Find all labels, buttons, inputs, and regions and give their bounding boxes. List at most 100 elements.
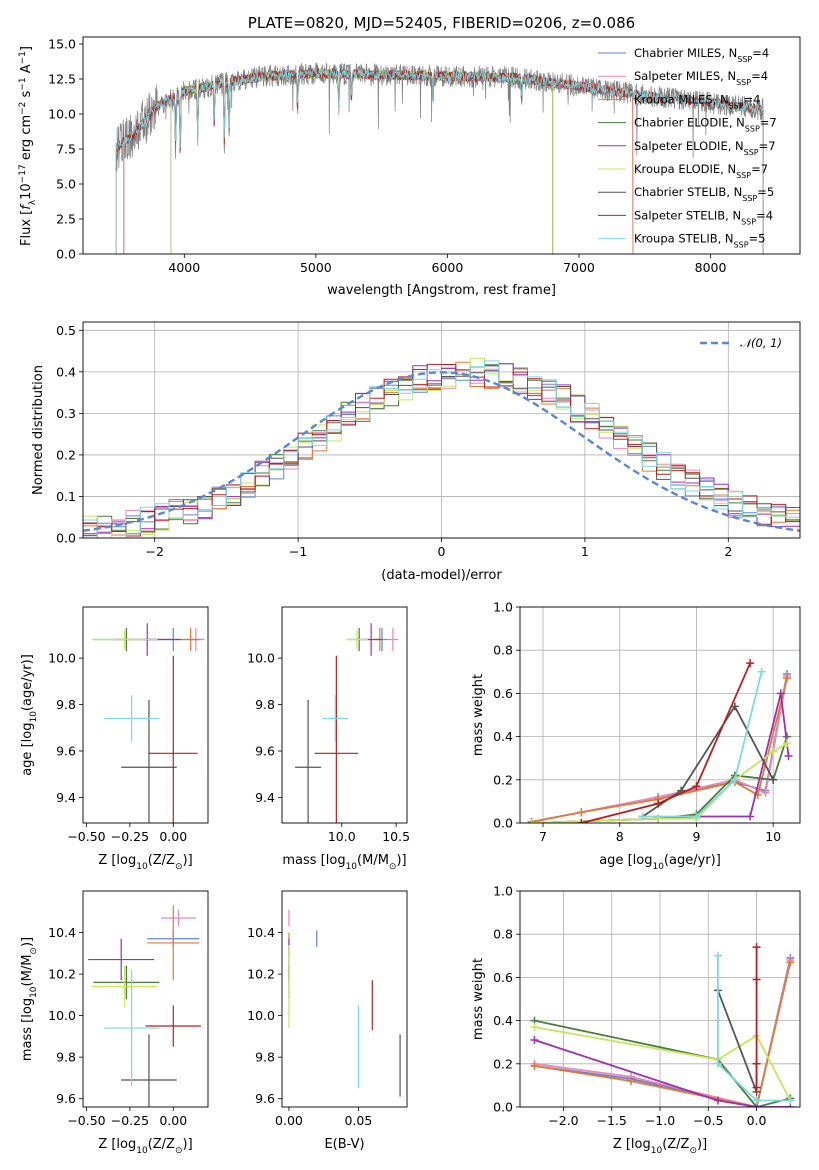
y-tick-label: 2.5: [56, 212, 76, 227]
histogram-salpeter_stelib: [83, 363, 800, 538]
weight-marker-kroupa_stelib: [713, 951, 722, 960]
x-tick-label: 6000: [432, 260, 464, 275]
y-tick-label: 0.8: [493, 927, 513, 942]
weight-marker-kroupa_stelib: [757, 667, 766, 676]
axes-frame: [519, 890, 801, 1108]
y-tick-label: 0.0: [56, 247, 76, 262]
weight-marker-salpeter_stelib: [692, 782, 701, 791]
y-tick-label: 10.4: [48, 925, 76, 940]
weight-marker-salpeter_stelib: [746, 659, 755, 668]
label-part: ⊙: [175, 1146, 183, 1156]
weight-marker-kroupa_elodie: [527, 819, 536, 823]
label-part: ⊙: [689, 1146, 697, 1156]
label-part: ⊙: [389, 862, 397, 872]
y-tick-label: 1.0: [493, 600, 513, 615]
mass_vs_ebv-axes: 0.00 0.05 9.6 9.8 10.0 10.2 10.4 E(B-V): [247, 890, 408, 1152]
x-axis-label: Z [log10(Z/Z⊙)]: [98, 853, 192, 872]
weight-marker-salpeter_elodie: [746, 812, 755, 821]
x-tick-label: 8000: [695, 260, 727, 275]
x-tick-label: 8: [616, 829, 624, 844]
weight-marker-chabrier_stelib: [769, 775, 778, 784]
x-tick-label: 0.00: [159, 829, 187, 844]
label-part: 10: [651, 1146, 663, 1156]
x-tick-label: 0: [438, 544, 446, 559]
label-part: Z [log: [613, 1137, 651, 1152]
y-tick-label: 1.0: [493, 884, 513, 899]
y-tick-label: 0.5: [56, 323, 76, 338]
weight-line-kroupa_elodie: [531, 742, 788, 823]
weight-marker-kroupa_stelib: [692, 812, 701, 821]
y-tick-label: 9.6: [255, 1091, 275, 1106]
weight-marker-kroupa_stelib: [713, 1059, 722, 1068]
label-part: )]: [183, 1137, 193, 1152]
x-tick-label: 10.0: [328, 829, 356, 844]
axes-frame: [82, 36, 801, 255]
x-tick-label: 2: [724, 544, 732, 559]
y-tick-label: 9.6: [255, 744, 275, 759]
weight-marker-salpeter_stelib: [577, 819, 586, 823]
y-tick-label: 10.0: [247, 1008, 275, 1023]
x-tick-label: 0.05: [344, 1113, 372, 1128]
y-tick-label: 10.0: [247, 651, 275, 666]
label-part: 10: [346, 862, 358, 872]
axes-frame: [281, 606, 408, 824]
y-tick-label: 10.0: [48, 651, 76, 666]
label-part: ]: [19, 46, 34, 51]
x-tick-label: −1: [289, 544, 307, 559]
y-tick-label: 9.4: [255, 790, 275, 805]
weight-marker-salpeter_elodie: [784, 752, 793, 761]
x-tick-label: 10: [765, 829, 781, 844]
spectrum-axes: 4000 5000 6000 7000 8000 0.0 2.5 5.0 7.5 10.0 12.5…: [18, 14, 801, 298]
age_vs_Z-axes: −0.50 −0.25 0.009.49.69.810.0Z [log10(Z/Z⊙…: [20, 606, 209, 872]
label-part: )]: [697, 1137, 707, 1152]
label-part: (Z/Z: [148, 853, 175, 868]
label-part: (Z/Z: [662, 1137, 689, 1152]
y-tick-label: 12.5: [48, 72, 76, 87]
x-axis-label: mass [log10(M/M⊙)]: [282, 853, 406, 872]
y-axis-label: Flux [fλ10−17 erg cm−2 s−1 A−1]: [18, 46, 38, 246]
x-axis-label: (data-model)/error: [381, 568, 502, 583]
y-tick-label: 0.2: [493, 772, 513, 787]
x-tick-label: 1: [581, 544, 589, 559]
label-part: 10: [136, 862, 148, 872]
x-tick-label: 9: [692, 829, 700, 844]
y-tick-label: 0.0: [493, 816, 513, 831]
y-tick-label: 10.4: [247, 925, 275, 940]
x-tick-label: −0.50: [67, 1113, 105, 1128]
y-axis-label: mass [log10(M/M⊙)]: [20, 937, 39, 1061]
weight_vs_Z-axes: −2.0 −1.5 −1.0 −0.5 0.0 0.0 0.2 0.4 0.6 0.8 1.0 Z […: [471, 884, 801, 1156]
label-part: λ: [28, 199, 38, 205]
weight-line-kroupa_miles: [534, 962, 792, 1107]
weight-line-kroupa_stelib: [717, 955, 791, 1102]
y-tick-label: 15.0: [48, 37, 76, 52]
y-axis-label: mass weight: [471, 958, 486, 1040]
weight-marker-kroupa_elodie: [769, 747, 778, 756]
weight-marker-salpeter_stelib: [752, 943, 761, 952]
label-part: mass [log: [20, 998, 35, 1061]
label-part: age [log: [20, 723, 35, 776]
y-tick-label: 5.0: [56, 177, 76, 192]
axes-frame: [82, 890, 209, 1108]
weight-marker-kroupa_miles: [530, 1061, 539, 1070]
weight-marker-salpeter_elodie: [776, 689, 785, 698]
label-part: 10: [19, 183, 34, 200]
y-tick-label: 9.6: [56, 744, 76, 759]
weight-marker-kroupa_miles: [627, 1077, 636, 1086]
weight-marker-salpeter_elodie: [530, 1036, 539, 1045]
age_vs_mass-axes: 10.0 10.5 9.4 9.6 9.8 10.0 mass [log10(M/M⊙)]: [247, 606, 410, 872]
label-part: −1: [18, 77, 28, 90]
x-tick-label: −1.0: [645, 1113, 675, 1128]
weight-marker-salpeter_stelib: [752, 1059, 761, 1068]
legend-entry: Salpeter ELODIE, NSSP=7: [634, 139, 776, 157]
label-part: (M/M: [357, 853, 389, 868]
spectrum-model-line-kroupa_stelib: [115, 68, 764, 254]
legend-entry: Kroupa MILES, NSSP=4: [634, 92, 760, 110]
label-part: f: [19, 203, 34, 210]
label-part: 10: [29, 711, 39, 723]
label-part: Z [log: [98, 1137, 136, 1152]
legend-entry: Chabrier ELODIE, NSSP=7: [634, 116, 777, 134]
weight-marker-kroupa_stelib: [638, 812, 647, 821]
label-part: age [log: [599, 853, 652, 868]
